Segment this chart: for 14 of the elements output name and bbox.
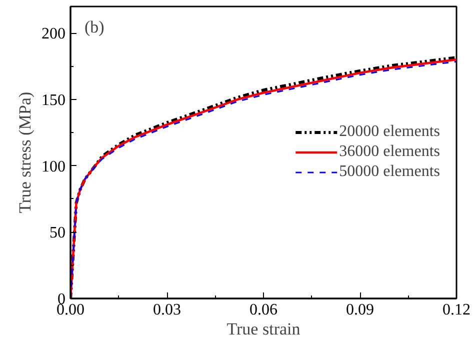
legend-label: 36000 elements xyxy=(339,143,440,161)
y-tick-label: 200 xyxy=(42,26,66,43)
x-axis-title: True strain xyxy=(226,320,301,338)
y-tick-label: 50 xyxy=(50,224,66,242)
x-tick-label: 0.03 xyxy=(153,302,181,318)
y-tick-label: 150 xyxy=(42,92,66,109)
annotation: (b) xyxy=(84,18,104,36)
x-tick-label: 0.06 xyxy=(250,302,278,318)
x-tick-label: 0.09 xyxy=(346,302,374,318)
y-tick-label: 100 xyxy=(42,158,66,176)
legend-label: 20000 elements xyxy=(339,123,440,141)
x-tick-label: 0.12 xyxy=(442,302,470,318)
y-axis-title: True stress (MPa) xyxy=(16,92,34,214)
legend-label: 50000 elements xyxy=(339,163,440,181)
